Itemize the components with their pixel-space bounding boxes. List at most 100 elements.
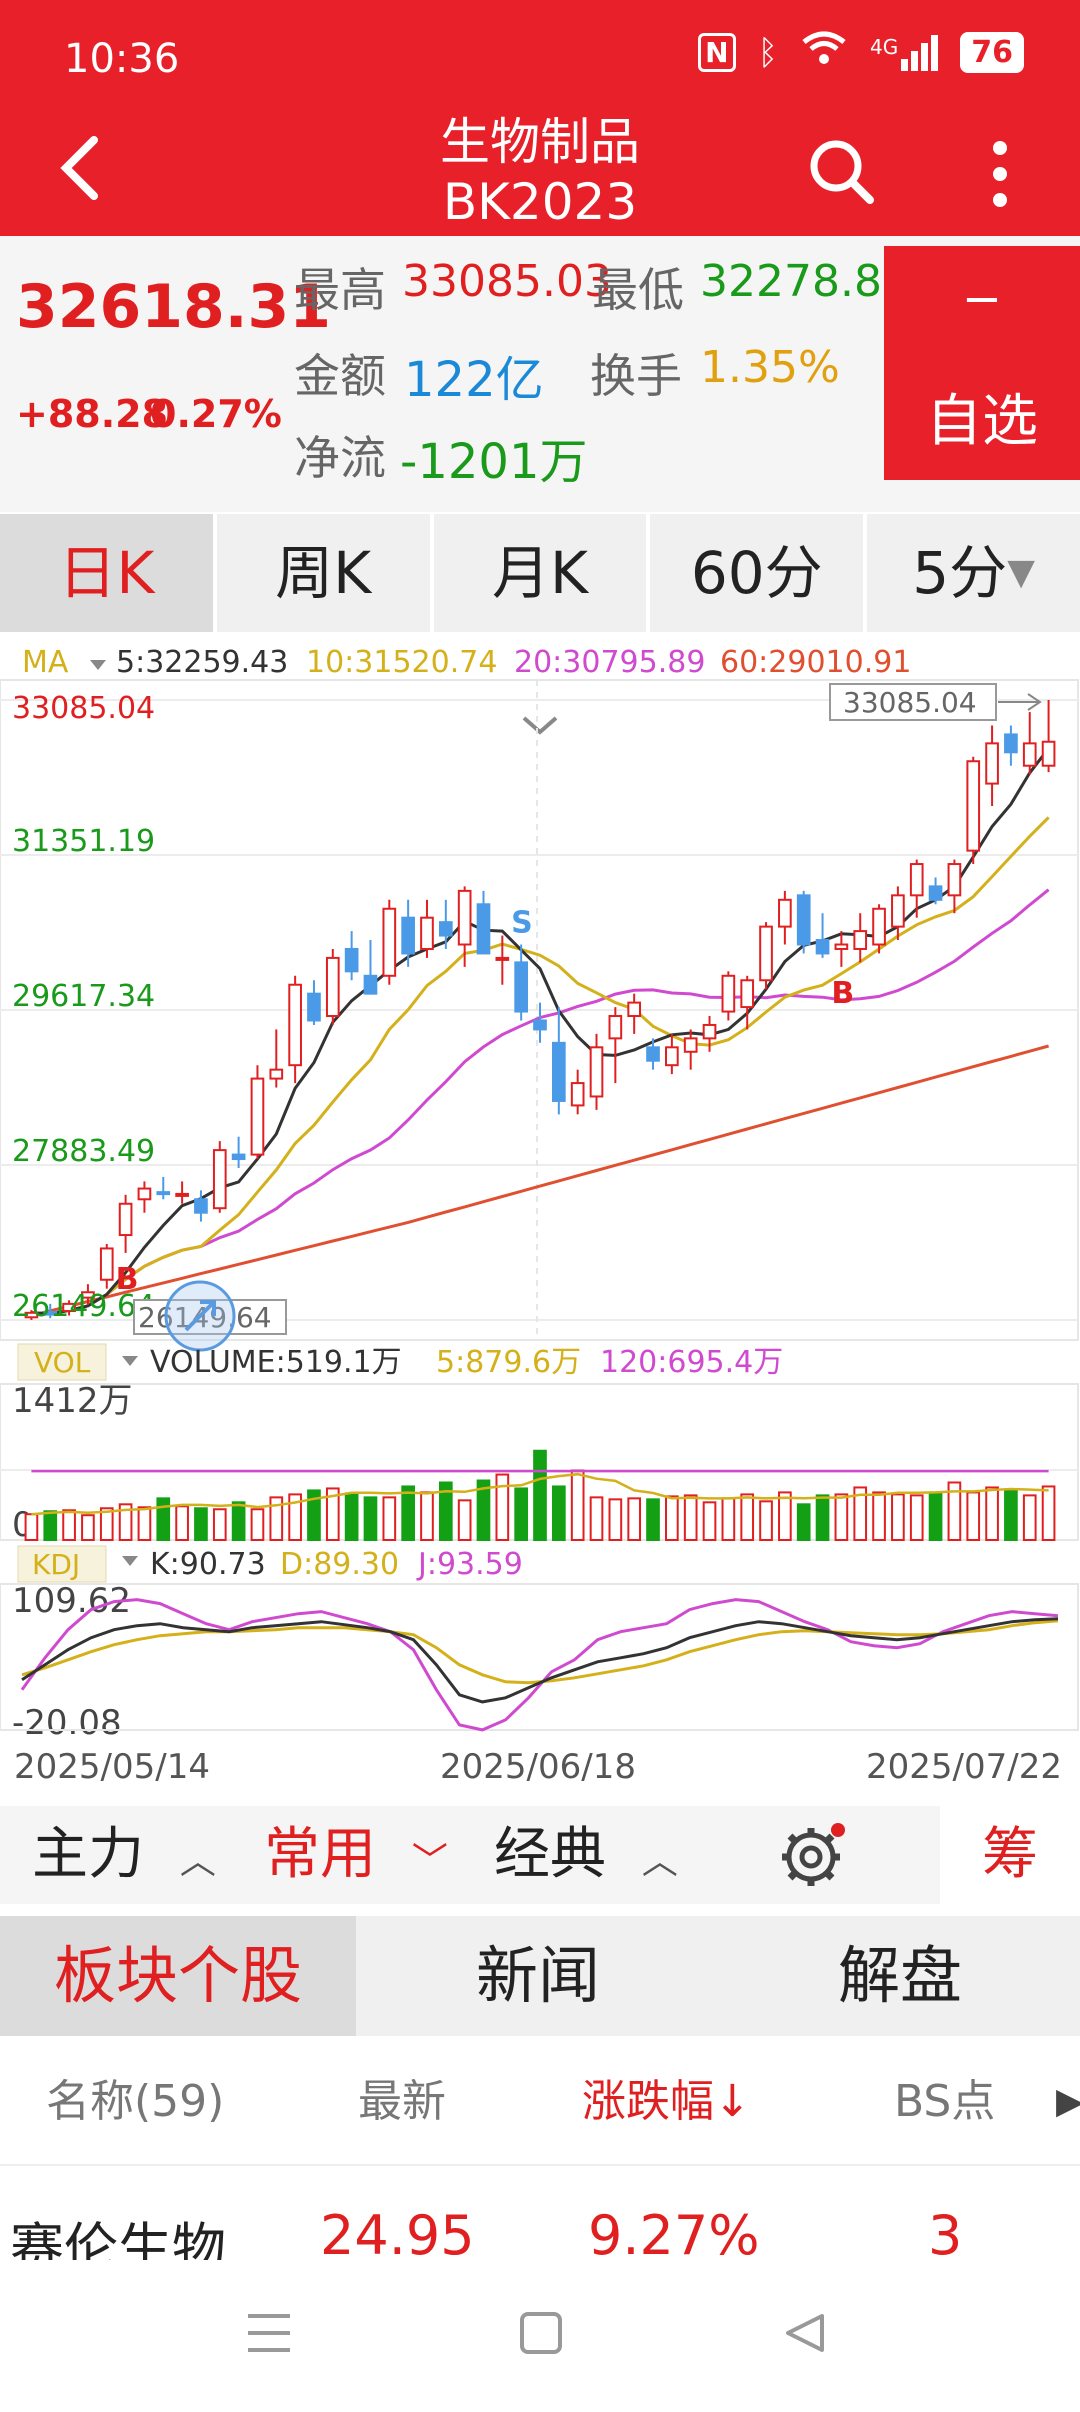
candle-body bbox=[495, 956, 510, 961]
candle-body bbox=[194, 1198, 208, 1214]
tab-week-k[interactable]: 周K bbox=[216, 514, 430, 632]
volume-bar bbox=[344, 1492, 359, 1541]
candle-body bbox=[759, 925, 773, 982]
candle-body bbox=[872, 907, 886, 946]
volume-bar bbox=[62, 1509, 76, 1541]
scroll-right-icon[interactable]: ▶ bbox=[1056, 2081, 1080, 2122]
expand-chevron-icon[interactable] bbox=[520, 714, 560, 738]
dropdown-triangle-icon: ▼ bbox=[1007, 552, 1035, 593]
volume-bar bbox=[702, 1501, 717, 1541]
volume-bar bbox=[985, 1486, 999, 1542]
ma20-legend: 20:30795.89 bbox=[514, 645, 705, 680]
kline-chart[interactable]: MA 5:32259.43 10:31520.74 20:30795.89 60… bbox=[0, 640, 1080, 1800]
tab-5min[interactable]: 5分▼ bbox=[867, 514, 1080, 632]
volume-bar bbox=[589, 1496, 604, 1541]
candle-body bbox=[457, 889, 472, 946]
kdj-d-line bbox=[21, 1619, 1059, 1685]
ma60-line bbox=[31, 1044, 1049, 1317]
volume-bar bbox=[853, 1486, 868, 1542]
tab-day-k[interactable]: 日K bbox=[0, 514, 213, 632]
ma-dropdown-icon[interactable] bbox=[90, 660, 106, 670]
function-tabs: 主力 ︿ 常用 ﹀ 经典 ︿ 筹 bbox=[0, 1806, 1080, 1904]
kdj-dropdown-icon[interactable] bbox=[122, 1556, 138, 1566]
amount-label: 金额 bbox=[294, 349, 386, 403]
netflow-value: -1201万 bbox=[400, 434, 588, 490]
tab-60min[interactable]: 60分 bbox=[650, 514, 864, 632]
netflow-label: 净流 bbox=[294, 431, 386, 485]
candle-body bbox=[683, 1037, 698, 1053]
candle-body bbox=[212, 1149, 227, 1210]
price-axis-labels: 33085.04 31351.19 29617.34 27883.49 26149.64 bbox=[12, 691, 155, 1324]
col-change[interactable]: 涨跌幅↓ bbox=[582, 2076, 751, 2127]
network-type: 4G bbox=[870, 34, 899, 59]
bluetooth-icon: ᛒ bbox=[757, 32, 779, 73]
table-row[interactable]: 赛伦生物 24.95 9.27% 3 bbox=[0, 2170, 1080, 2260]
tab-news[interactable]: 新闻 bbox=[475, 1939, 600, 2012]
gear-icon bbox=[782, 1823, 845, 1886]
volume-bar bbox=[288, 1493, 302, 1541]
max-price-marker: 33085.04 bbox=[843, 686, 977, 719]
candle-body bbox=[834, 943, 849, 950]
candle-body bbox=[947, 863, 962, 897]
tab-analysis[interactable]: 解盘 bbox=[837, 1939, 962, 2012]
candle-body bbox=[420, 916, 434, 950]
signal-icon: 4G bbox=[870, 34, 939, 71]
volume-bar bbox=[608, 1498, 623, 1542]
volume-bar bbox=[815, 1494, 830, 1542]
candle-body bbox=[533, 1019, 547, 1031]
volume-bar bbox=[307, 1489, 321, 1541]
back-button[interactable] bbox=[52, 132, 112, 204]
vol-legend-box[interactable] bbox=[17, 1343, 107, 1381]
volume-max-label: 1412万 bbox=[12, 1381, 133, 1421]
chart-toggle-icon[interactable] bbox=[164, 1280, 236, 1352]
sector-code: BK2023 bbox=[442, 173, 638, 231]
tab-common-label: 常用 bbox=[264, 1822, 376, 1887]
top-bar: 10:36 N ᛒ 4G 76 生物制品 BK2023 bbox=[0, 0, 1080, 236]
volume-bar bbox=[137, 1506, 152, 1542]
volume-bar bbox=[796, 1503, 811, 1542]
col-latest[interactable]: 最新 bbox=[358, 2076, 446, 2127]
candle-body bbox=[344, 947, 359, 973]
col-name[interactable]: 名称(59) bbox=[46, 2076, 225, 2127]
candle-body bbox=[1004, 733, 1018, 754]
max-price-box bbox=[829, 683, 997, 721]
period-tabs: 日K 周K 月K 60分 5分▼ bbox=[0, 514, 1080, 632]
stock-bs: 3 bbox=[928, 2204, 963, 2260]
more-menu-button[interactable] bbox=[980, 138, 1020, 210]
stock-list-header: 名称(59) 最新 涨跌幅↓ BS点 ▶ bbox=[0, 2040, 1080, 2166]
ma10-line bbox=[31, 816, 1050, 1316]
tab-month-k[interactable]: 月K bbox=[433, 514, 647, 632]
candle-body bbox=[118, 1202, 133, 1237]
back-triangle-icon[interactable] bbox=[782, 2310, 828, 2356]
chips-button[interactable]: 筹 bbox=[940, 1806, 1080, 1904]
price-change-pct: 0.27% bbox=[150, 392, 282, 436]
volume-bar bbox=[759, 1500, 773, 1541]
candle-body bbox=[514, 961, 529, 1013]
tab-sector-stocks[interactable]: 板块个股 bbox=[0, 1916, 356, 2036]
candle-body bbox=[665, 1046, 679, 1067]
volume-bar bbox=[966, 1491, 981, 1542]
settings-button[interactable] bbox=[776, 1822, 846, 1888]
tab-main-force[interactable]: 主力 ︿ bbox=[32, 1806, 216, 1904]
menu-icon[interactable] bbox=[246, 2310, 292, 2356]
vol-legend-label[interactable]: VOL bbox=[34, 1346, 91, 1379]
date-mid: 2025/06/18 bbox=[440, 1747, 636, 1787]
home-square-icon[interactable] bbox=[518, 2310, 564, 2356]
search-button[interactable] bbox=[806, 136, 878, 208]
vol-dropdown-icon[interactable] bbox=[122, 1356, 138, 1366]
watchlist-button[interactable]: − 自选 bbox=[884, 246, 1080, 480]
candle-body bbox=[646, 1046, 660, 1062]
candle-body bbox=[401, 916, 415, 955]
tab-classic[interactable]: 经典 ︿ bbox=[494, 1806, 678, 1904]
tab-common[interactable]: 常用 ﹀ bbox=[264, 1806, 448, 1904]
max-arrow-icon bbox=[998, 693, 1042, 711]
kdj-legend-box[interactable] bbox=[17, 1545, 107, 1583]
kdj-legend-label[interactable]: KDJ bbox=[32, 1548, 80, 1581]
vol-ma120: 120:695.4万 bbox=[600, 1345, 783, 1380]
volume-bar bbox=[551, 1485, 566, 1541]
watchlist-label: 自选 bbox=[926, 389, 1038, 454]
price-change: +88.28 bbox=[16, 392, 169, 436]
col-bs[interactable]: BS点 bbox=[894, 2076, 996, 2127]
ma-legend-label[interactable]: MA bbox=[22, 645, 69, 680]
section-tabs: 板块个股 新闻 解盘 bbox=[0, 1916, 1080, 2036]
